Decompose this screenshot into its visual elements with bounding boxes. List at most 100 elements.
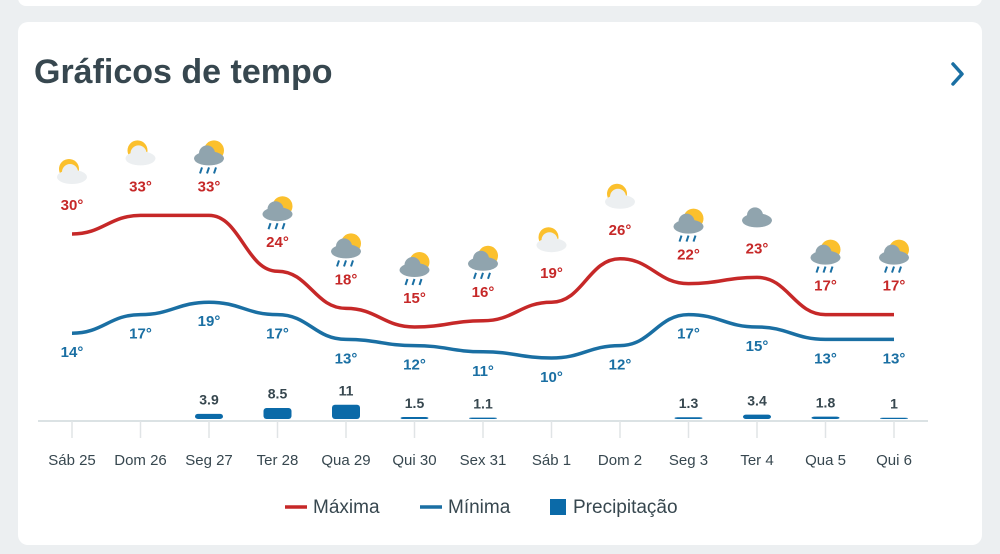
x-tick-label: Qui 6: [876, 452, 912, 469]
icon-rain: [487, 272, 491, 280]
temp-label: 12°: [609, 357, 632, 374]
weather-icon: [742, 207, 772, 228]
icon-rain: [473, 272, 477, 280]
precip-label: 3.4: [747, 392, 767, 408]
icon-cloud: [610, 188, 626, 205]
icon-rain: [199, 167, 203, 174]
icon-cloud: [199, 145, 215, 162]
temp-label: 33°: [198, 178, 221, 195]
icon-cloud: [130, 145, 147, 162]
icon-rain: [685, 235, 690, 242]
precip-bar: [332, 404, 360, 419]
icon-rain: [404, 278, 409, 286]
icon-rain: [891, 266, 895, 273]
weather-icon: [536, 227, 567, 253]
x-tick-label: Sáb 1: [532, 452, 571, 469]
temp-label: 33°: [129, 178, 152, 195]
weather-icon: [810, 239, 841, 273]
weather-icon: [879, 239, 909, 273]
weather-icon: [57, 159, 87, 184]
x-tick-label: Sáb 25: [48, 452, 96, 469]
temp-label: 30°: [61, 197, 84, 214]
temp-label: 13°: [335, 350, 358, 367]
legend-label: Máxima: [313, 497, 380, 518]
legend-label: Mínima: [448, 497, 511, 518]
icon-rain: [480, 272, 484, 280]
precip-label: 1.1: [473, 395, 493, 411]
x-tick-label: Sex 31: [460, 452, 507, 469]
temp-label: 16°: [472, 284, 495, 301]
icon-rain: [343, 260, 347, 267]
x-tick-label: Dom 2: [598, 452, 642, 469]
icon-rain: [267, 222, 272, 230]
precip-bar: [195, 413, 223, 419]
x-tick-label: Seg 3: [669, 452, 708, 469]
precip-bar: [880, 417, 908, 419]
icon-cloud: [62, 164, 78, 180]
icon-rain: [350, 260, 354, 267]
weather-icon: [468, 245, 498, 280]
temp-label: 17°: [266, 326, 289, 343]
icon-rain: [336, 260, 340, 267]
weather-icon: [605, 183, 635, 209]
x-tick-label: Seg 27: [185, 452, 233, 469]
precip-label: 1.5: [405, 395, 425, 411]
icon-rain: [274, 222, 279, 230]
precip-bar: [469, 417, 497, 419]
icon-cloud: [404, 257, 421, 273]
x-tick-label: Qui 30: [392, 452, 436, 469]
icon-rain: [815, 266, 820, 273]
precip-label: 1: [890, 395, 898, 411]
temp-label: 13°: [883, 350, 906, 367]
icon-cloud: [747, 207, 763, 224]
weather-icon: [673, 208, 704, 242]
icon-cloud: [815, 244, 832, 261]
x-tick-label: Qua 29: [321, 452, 370, 469]
icon-cloud: [884, 244, 900, 261]
precip-label: 8.5: [268, 386, 288, 402]
weather-icon: [262, 196, 293, 230]
precip-label: 1.3: [679, 395, 699, 411]
temp-label: 24°: [266, 234, 289, 251]
icon-cloud: [267, 201, 284, 218]
chevron-button[interactable]: [951, 62, 964, 86]
precip-label: 11: [339, 382, 354, 398]
icon-rain: [898, 266, 902, 273]
legend-label: Precipitação: [573, 497, 678, 518]
precip-bar: [811, 416, 840, 419]
icon-rain: [692, 235, 697, 242]
x-tick-label: Dom 26: [114, 452, 167, 469]
icon-rain: [411, 278, 416, 286]
card-title: Gráficos de tempo: [34, 53, 333, 91]
temp-label: 14°: [61, 344, 84, 361]
x-tick-label: Ter 28: [257, 452, 299, 469]
icon-rain: [884, 266, 888, 273]
weather-icon: [331, 233, 361, 267]
temp-label: 26°: [609, 222, 632, 239]
previous-card: [18, 0, 982, 6]
icon-rain: [206, 167, 210, 174]
temp-line: [71, 213, 894, 329]
precip-bar: [263, 407, 292, 419]
temp-label: 15°: [403, 290, 426, 307]
weather-icon: [125, 140, 156, 166]
precip-label: 3.9: [199, 392, 219, 408]
temp-label: 11°: [472, 363, 494, 380]
temp-label: 17°: [814, 278, 837, 295]
icon-rain: [829, 266, 834, 273]
icon-cloud: [336, 238, 352, 255]
legend-swatch: [550, 499, 566, 515]
icon-rain: [418, 278, 423, 286]
temp-label: 12°: [403, 357, 426, 374]
icon-cloud: [541, 232, 558, 249]
temp-label: 18°: [335, 271, 358, 288]
precip-bar: [400, 417, 429, 419]
card: [18, 22, 982, 545]
icon-cloud: [678, 213, 695, 230]
temp-label: 23°: [746, 240, 769, 257]
temp-label: 17°: [677, 326, 700, 343]
x-tick-label: Ter 4: [740, 452, 773, 469]
temp-label: 17°: [883, 278, 906, 295]
temp-label: 19°: [540, 265, 563, 282]
